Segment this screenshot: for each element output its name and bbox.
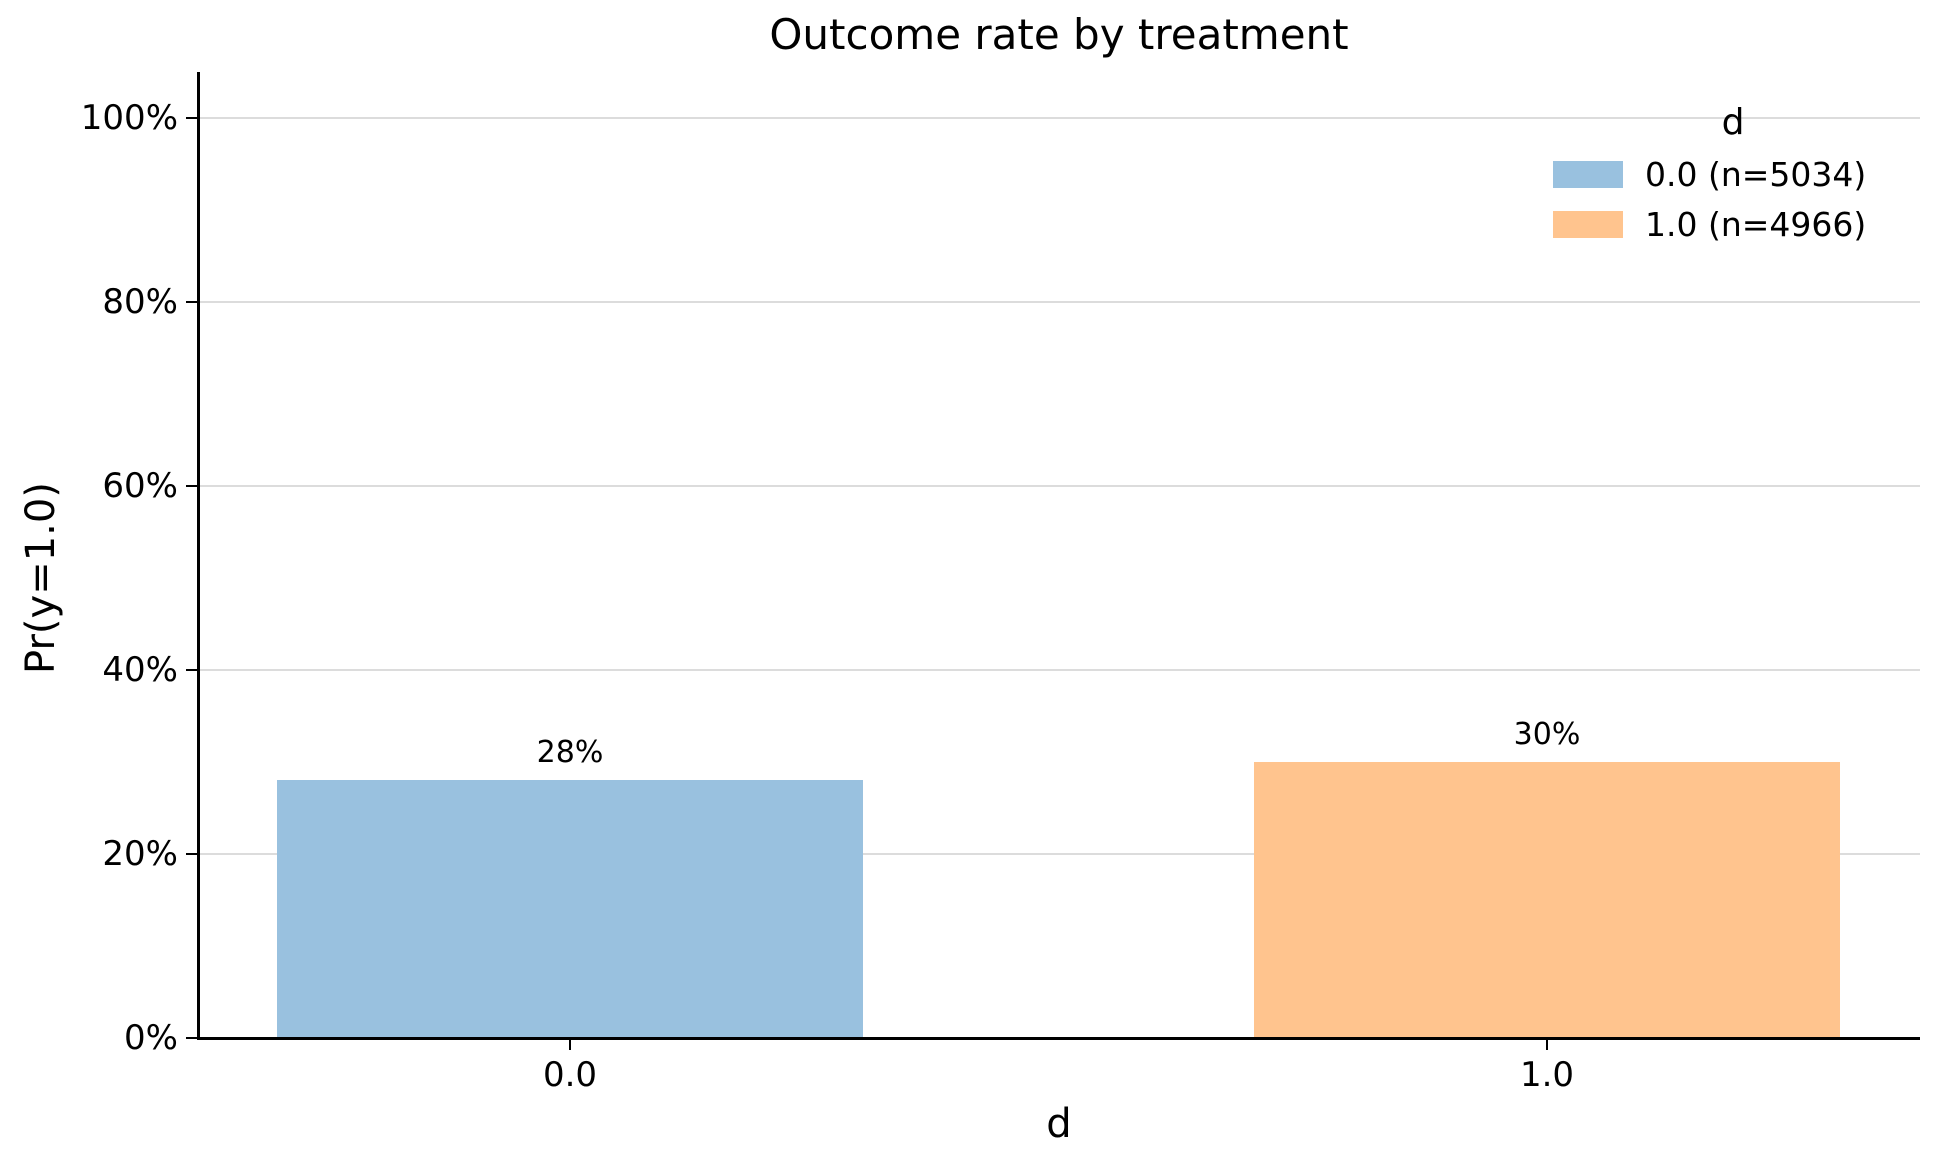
y-axis-spine [196, 72, 200, 1040]
y-tick-100% [186, 116, 198, 120]
gridline-20% [198, 853, 1920, 855]
legend-swatch-treated-0 [1553, 161, 1623, 189]
x-tick-label: 0.0 [542, 1055, 598, 1095]
legend: d 0.0 (n=5034) 1.0 (n=4966) [1553, 102, 1913, 245]
y-tick-label: 40% [102, 650, 178, 690]
bar-value-label: 28% [536, 735, 604, 771]
x-tick-label: 1.0 [1519, 1055, 1575, 1095]
gridline-40% [198, 669, 1920, 671]
x-tick-0.0 [568, 1038, 572, 1050]
y-axis-label: Pr(y=1.0) [18, 482, 64, 674]
legend-entry: 0.0 (n=5034) [1553, 155, 1913, 195]
x-axis-label: d [1046, 1101, 1072, 1147]
gridline-60% [198, 485, 1920, 487]
y-tick-20% [186, 852, 198, 856]
bar-value-label: 30% [1513, 717, 1581, 752]
y-tick-60% [186, 484, 198, 488]
gridline-80% [198, 301, 1920, 303]
y-tick-label: 0% [124, 1018, 178, 1058]
bar-d-1.0 [1254, 762, 1840, 1038]
legend-title: d [1721, 102, 1745, 143]
y-tick-label: 20% [102, 834, 178, 874]
legend-label: 1.0 (n=4966) [1645, 205, 1867, 245]
chart-title: Outcome rate by treatment [769, 10, 1349, 59]
legend-label: 0.0 (n=5034) [1645, 155, 1867, 195]
bar-d-0.0 [277, 780, 863, 1038]
y-tick-0% [186, 1036, 198, 1040]
x-tick-1.0 [1545, 1038, 1549, 1050]
y-tick-80% [186, 300, 198, 304]
y-tick-label: 80% [102, 282, 178, 322]
legend-entries: 0.0 (n=5034) 1.0 (n=4966) [1553, 155, 1913, 245]
gridline-100% [198, 117, 1920, 119]
y-tick-40% [186, 668, 198, 672]
y-tick-label: 100% [80, 98, 178, 138]
legend-swatch-treated-1 [1553, 211, 1623, 239]
x-axis-spine [196, 1036, 1920, 1040]
y-tick-label: 60% [102, 466, 178, 506]
legend-entry: 1.0 (n=4966) [1553, 205, 1913, 245]
